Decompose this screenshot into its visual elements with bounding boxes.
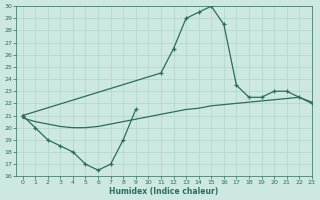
X-axis label: Humidex (Indice chaleur): Humidex (Indice chaleur)	[109, 187, 219, 196]
